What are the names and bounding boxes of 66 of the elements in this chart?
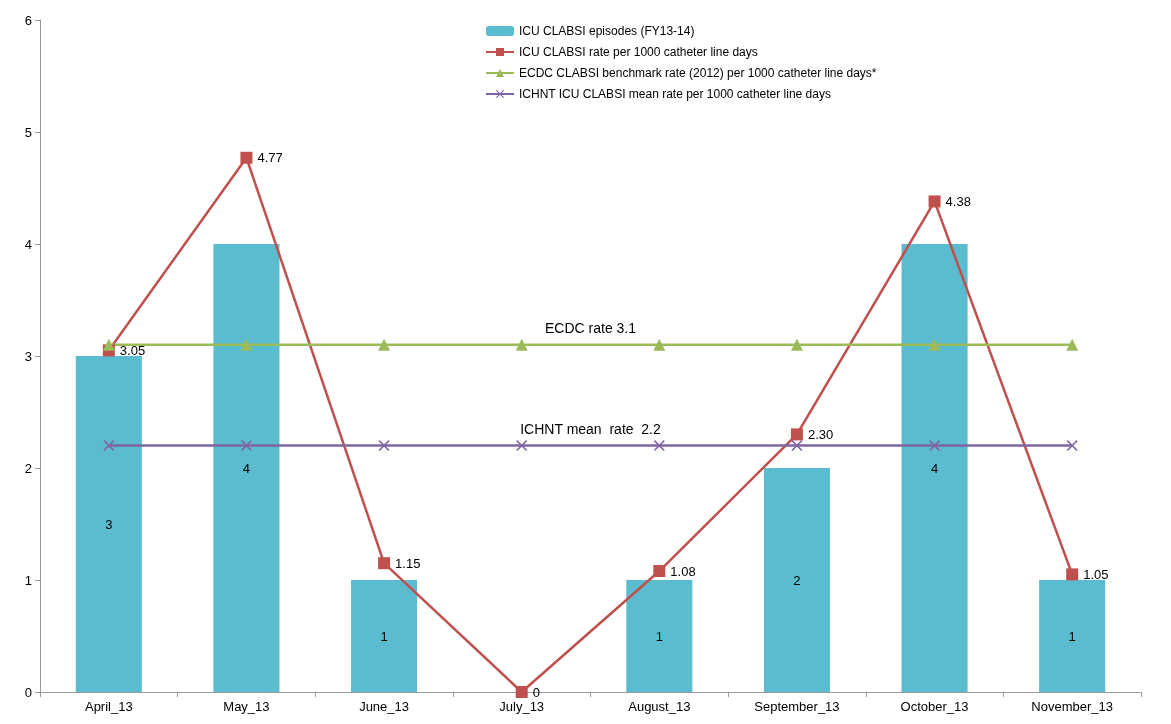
point (516, 440, 528, 452)
x-tick-label: October_13 (900, 699, 969, 714)
point (240, 338, 253, 351)
point (378, 440, 390, 452)
point (928, 338, 941, 351)
y-tick-label: 1 (24, 572, 32, 588)
point (240, 151, 253, 164)
data-label: 1.15 (395, 555, 421, 571)
y-tick-label: 4 (24, 236, 32, 252)
bar (351, 580, 418, 692)
data-label: 1.05 (1083, 566, 1109, 582)
x-tick-label: September_13 (754, 699, 840, 714)
point (653, 338, 666, 351)
point (653, 565, 666, 578)
y-tick-label: 3 (24, 348, 32, 364)
data-label: 3 (105, 516, 113, 532)
point (790, 338, 803, 351)
data-label: 2.30 (807, 426, 834, 442)
data-label: 2 (793, 572, 801, 588)
x-tick-label: April_13 (84, 699, 133, 714)
point (653, 440, 665, 452)
point (378, 338, 391, 351)
point (791, 440, 803, 452)
y-tick-label: 2 (24, 460, 32, 476)
data-label: 1.08 (670, 563, 696, 579)
data-label: 3.05 (119, 342, 146, 358)
annotation: ECDC rate 3.1 (544, 319, 637, 336)
data-label: 1 (380, 628, 388, 644)
point (790, 428, 803, 441)
x-tick-label: August_13 (628, 699, 691, 714)
x-tick-label: July_13 (499, 699, 545, 714)
x-tick-label: May_13 (223, 699, 270, 714)
legend-label: ICU CLABSI episodes (FY13-14) (519, 24, 695, 38)
bar (763, 468, 830, 692)
data-label: 4.77 (257, 150, 283, 166)
data-label: 4 (930, 460, 939, 476)
legend-label: ECDC CLABSI benchmark rate (2012) per 1000 catheter line days* (519, 66, 877, 80)
data-label: 4.38 (945, 193, 971, 209)
point (102, 338, 115, 351)
point (515, 686, 528, 698)
y-tick-label: 0 (24, 684, 32, 700)
point (1066, 440, 1078, 452)
x-tick-label: November_13 (1031, 699, 1114, 714)
data-label: 1 (655, 628, 663, 644)
data-label: 1 (1068, 628, 1076, 644)
bar (75, 356, 142, 692)
bar (626, 580, 693, 692)
annotation: ICHNT mean rate 2.2 (520, 420, 661, 437)
point (929, 440, 941, 452)
y-tick-label: 6 (24, 12, 32, 28)
point (378, 557, 391, 570)
bar (213, 244, 280, 692)
point (1066, 338, 1079, 351)
bar (1039, 580, 1106, 692)
point (1066, 568, 1079, 581)
y-tick-label: 5 (24, 124, 32, 140)
bar (901, 244, 968, 692)
point (103, 440, 115, 452)
legend-label: ICHNT ICU CLABSI mean rate per 1000 catheter line days (519, 87, 831, 101)
point (240, 440, 252, 452)
data-label: 4 (242, 460, 251, 476)
data-label: 0 (532, 684, 540, 700)
point (928, 195, 941, 208)
point (515, 338, 528, 351)
legend-label: ICU CLABSI rate per 1000 catheter line days (519, 45, 758, 59)
x-tick-label: June_13 (359, 699, 410, 714)
